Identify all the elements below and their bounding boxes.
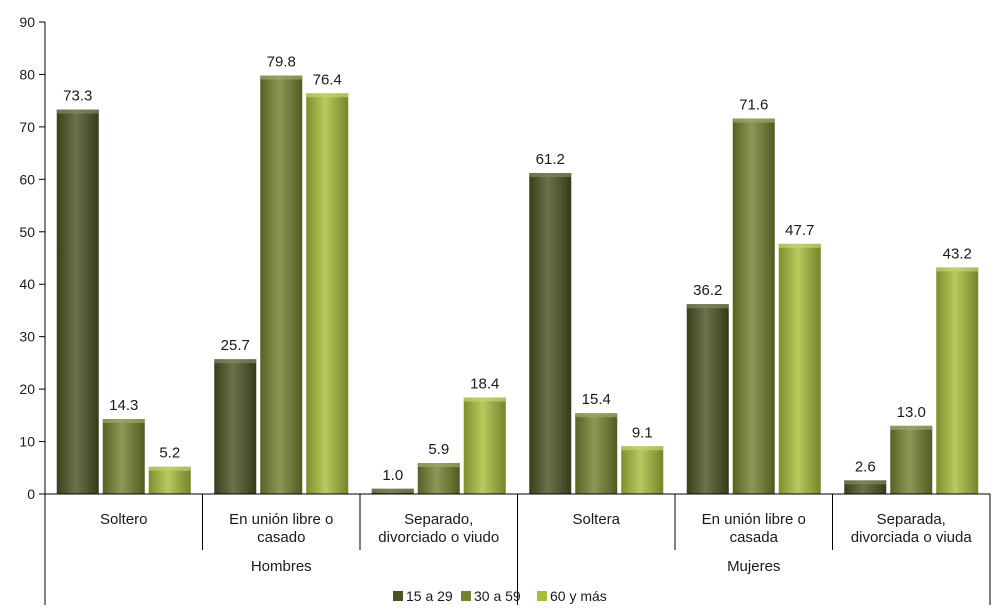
bar-cap [148,466,191,471]
bar-cap [214,359,257,364]
category-label: En unión libre o casado [229,511,333,546]
bar [102,419,145,494]
bar [686,304,729,494]
bar [936,267,979,494]
bar [148,466,191,494]
bar [621,446,664,494]
y-tick-label: 70 [19,119,35,135]
bar-cap [844,480,887,485]
data-label: 5.2 [159,445,180,462]
legend-swatch [393,591,403,601]
bar [260,75,303,494]
bar-cap [778,243,821,248]
data-label: 43.2 [943,245,972,262]
bar [732,118,775,495]
category-label: Soltera [572,511,620,528]
bar-cap [417,463,460,468]
legend-label: 15 a 29 [406,588,453,604]
bar [306,93,349,494]
y-tick-label: 50 [19,224,35,240]
bar-cap [371,488,414,493]
bars: 73.3 14.3 5.2 25.7 79.8 76.4 1.0 5.9 18.4 61.2 15.… [56,53,979,495]
bar [56,109,99,495]
bar [575,413,618,494]
bar-cap [56,109,99,114]
y-axis: 0 10 20 30 40 50 60 70 80 90 [19,14,46,502]
bar [529,173,572,495]
y-tick-label: 0 [27,486,35,502]
x-axis: Soltero En unión libre o casado Separado, di… [44,493,991,605]
category-label: Separado, divorciado o viudo [378,511,499,546]
data-label: 9.1 [632,424,653,441]
data-label: 73.3 [63,88,92,105]
data-label: 18.4 [470,376,499,393]
data-label: 5.9 [428,441,449,458]
bar [890,425,933,494]
group-label: Mujeres [727,558,780,575]
data-label: 71.6 [739,96,768,113]
bar-cap [936,267,979,272]
data-label: 25.7 [221,337,250,354]
data-label: 61.2 [536,151,565,168]
bar-cap [306,93,349,98]
bar-cap [686,304,729,309]
y-tick-label: 60 [19,171,35,187]
data-label: 1.0 [382,467,403,484]
legend-label: 30 a 59 [474,588,521,604]
y-tick-label: 40 [19,276,35,292]
bar-cap [890,425,933,430]
bar [417,463,460,494]
legend-swatch [537,591,547,601]
category-label: En unión libre o casada [702,511,806,546]
legend-swatch [461,591,471,601]
y-tick-label: 10 [19,434,35,450]
bar-cap [621,446,664,451]
data-label: 36.2 [693,282,722,299]
category-label: Soltero [100,511,148,528]
data-label: 14.3 [109,397,138,414]
data-label: 2.6 [855,458,876,475]
bar-cap [575,413,618,418]
legend: 15 a 29 30 a 59 60 y más [393,588,607,604]
y-tick-label: 30 [19,329,35,345]
bar [214,359,257,494]
bar-cap [463,397,506,402]
bar-cap [260,75,303,80]
data-label: 76.4 [313,71,342,88]
data-label: 15.4 [582,391,611,408]
bar-cap [529,173,572,178]
data-label: 13.0 [897,404,926,421]
y-tick-label: 80 [19,66,35,82]
category-label: Separada, divorciada o viuda [851,511,973,546]
y-tick-label: 20 [19,381,35,397]
bar-cap [102,419,145,424]
group-label: Hombres [251,558,312,575]
bar [778,243,821,494]
data-label: 79.8 [267,53,296,70]
legend-label: 60 y más [550,588,607,604]
data-label: 47.7 [785,222,814,239]
y-tick-label: 90 [19,14,35,30]
bar-cap [732,118,775,123]
bar [463,397,506,494]
